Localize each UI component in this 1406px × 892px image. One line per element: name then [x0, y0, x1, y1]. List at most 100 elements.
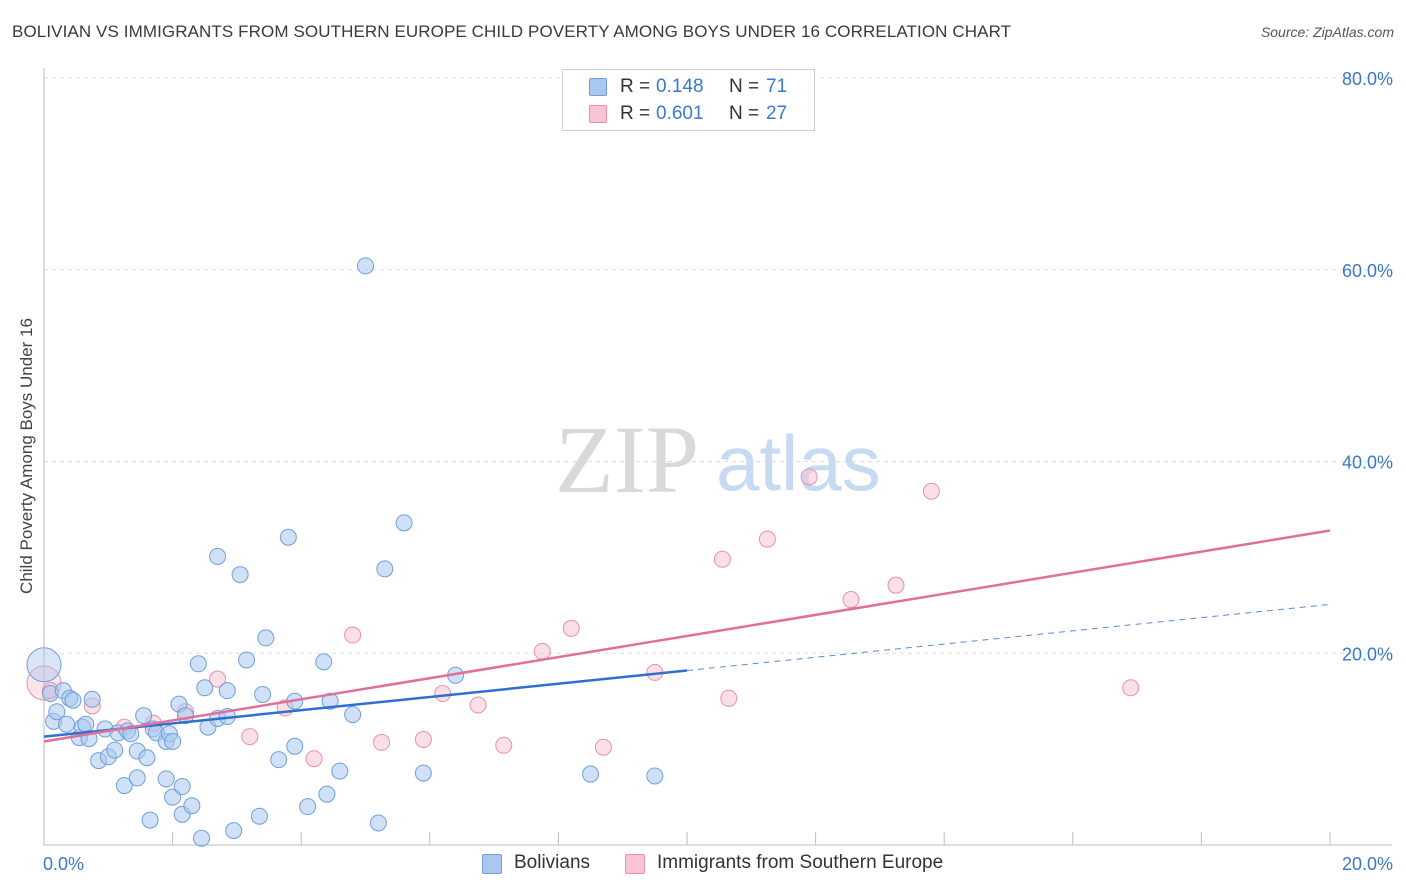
immigrants-point	[562, 619, 580, 637]
immigrants-point	[922, 482, 940, 500]
bolivian-point	[286, 737, 304, 755]
bottom-legend-swatch-pink	[625, 854, 645, 874]
bolivian-point	[83, 690, 101, 708]
legend-n-value: 27	[766, 103, 788, 124]
bolivian-point	[231, 566, 249, 584]
bolivian-point	[279, 528, 297, 546]
immigrants-point	[241, 728, 259, 746]
bolivian-point	[106, 741, 124, 759]
y-tick-label: 20.0%	[1342, 644, 1393, 664]
correlation-legend: R = 0.148 N = 71 R = 0.601 N = 27	[562, 69, 815, 131]
bolivian-point	[164, 732, 182, 750]
bolivian-point	[115, 777, 133, 795]
bolivian-point	[357, 257, 374, 275]
bolivian-point	[315, 653, 333, 671]
bolivian-point	[173, 778, 191, 796]
immigrants-point	[713, 550, 731, 568]
bottom-legend-label: Bolivians	[514, 852, 591, 873]
immigrants-point	[758, 530, 776, 548]
legend-r-label: R =	[620, 76, 651, 97]
trend-lines	[43, 529, 1331, 743]
bolivian-point	[164, 788, 182, 806]
x-tick-label: 0.0%	[43, 854, 84, 874]
bolivian-point	[257, 629, 275, 647]
bolivian-point	[344, 706, 362, 724]
legend-r-value: 0.148	[656, 76, 704, 97]
bolivian-point	[369, 814, 387, 832]
bolivian-point	[196, 679, 214, 697]
bolivian-point	[414, 764, 432, 782]
bolivian-point	[141, 811, 159, 829]
legend-r-value: 0.601	[656, 103, 704, 124]
immigrants-point	[373, 733, 391, 751]
legend-n-label: N =	[729, 76, 760, 97]
bolivian-point	[122, 725, 140, 743]
bolivian-point	[582, 765, 600, 783]
immigrants-point	[209, 670, 227, 688]
bottom-legend-swatch-blue	[482, 854, 502, 874]
y-tick-label: 80.0%	[1342, 69, 1393, 89]
immigrants-point	[305, 750, 323, 768]
immigrants-point	[414, 731, 432, 749]
source-label: Source: ZipAtlas.com	[1260, 24, 1394, 40]
legend-r-label: R =	[620, 103, 651, 124]
bolivian-point	[48, 703, 66, 721]
grid-lines	[44, 77, 1392, 654]
axes	[43, 68, 1392, 846]
bolivians-trend-extension	[686, 603, 1331, 672]
bolivian-point	[209, 547, 227, 565]
chart-title: BOLIVIAN VS IMMIGRANTS FROM SOUTHERN EUR…	[12, 22, 1012, 41]
immigrants-point	[533, 642, 551, 660]
bolivian-point	[138, 749, 156, 767]
bolivian-point	[270, 751, 288, 769]
bolivian-point	[238, 651, 256, 669]
bolivian-point	[26, 647, 62, 683]
legend-swatch-blue	[589, 78, 607, 96]
bottom-legend-label: Immigrants from Southern Europe	[657, 852, 944, 873]
immigrants-point	[344, 626, 362, 644]
immigrants-point	[434, 685, 452, 703]
bolivian-point	[64, 691, 82, 709]
legend-swatch-pink	[589, 105, 607, 123]
bolivian-point	[646, 767, 664, 785]
legend-n-value: 71	[766, 76, 788, 97]
legend-n-label: N =	[729, 103, 760, 124]
bolivian-point	[193, 829, 211, 847]
bolivian-point	[128, 769, 146, 787]
bolivian-point	[58, 715, 76, 733]
bolivian-point	[218, 682, 236, 700]
immigrants-point	[469, 696, 487, 714]
bolivian-point	[331, 762, 349, 780]
bolivian-point	[254, 685, 272, 703]
y-axis-label: Child Poverty Among Boys Under 16	[17, 318, 36, 594]
immigrants-point	[842, 591, 860, 609]
bolivian-point	[376, 560, 394, 578]
bolivian-point	[299, 798, 317, 816]
bolivian-point	[250, 807, 268, 825]
immigrants-point	[720, 689, 738, 707]
immigrants-point	[887, 576, 905, 594]
immigrants-trend-line	[43, 529, 1331, 743]
tick-labels: 20.0% 40.0% 60.0% 80.0% 0.0% 20.0%	[43, 69, 1393, 874]
series-bolivians-points	[26, 257, 664, 847]
y-tick-label: 60.0%	[1342, 261, 1393, 281]
immigrants-point	[1122, 679, 1140, 697]
bolivian-point	[189, 655, 207, 673]
bolivian-point	[318, 785, 336, 803]
immigrants-point	[495, 736, 513, 754]
immigrants-point	[800, 468, 818, 486]
x-tick-label: 20.0%	[1342, 854, 1393, 874]
bolivian-point	[321, 692, 339, 710]
watermark-atlas: atlas	[716, 419, 881, 507]
immigrants-point	[594, 738, 612, 756]
bolivians-trend-line	[43, 669, 688, 738]
bolivian-point	[395, 514, 413, 532]
bolivian-point	[77, 715, 95, 733]
bolivian-point	[157, 770, 175, 788]
watermark-zip: ZIP	[555, 406, 699, 513]
bolivian-point	[183, 797, 201, 815]
y-tick-label: 40.0%	[1342, 453, 1393, 473]
bolivian-point	[135, 707, 153, 725]
bolivian-point	[225, 822, 243, 840]
